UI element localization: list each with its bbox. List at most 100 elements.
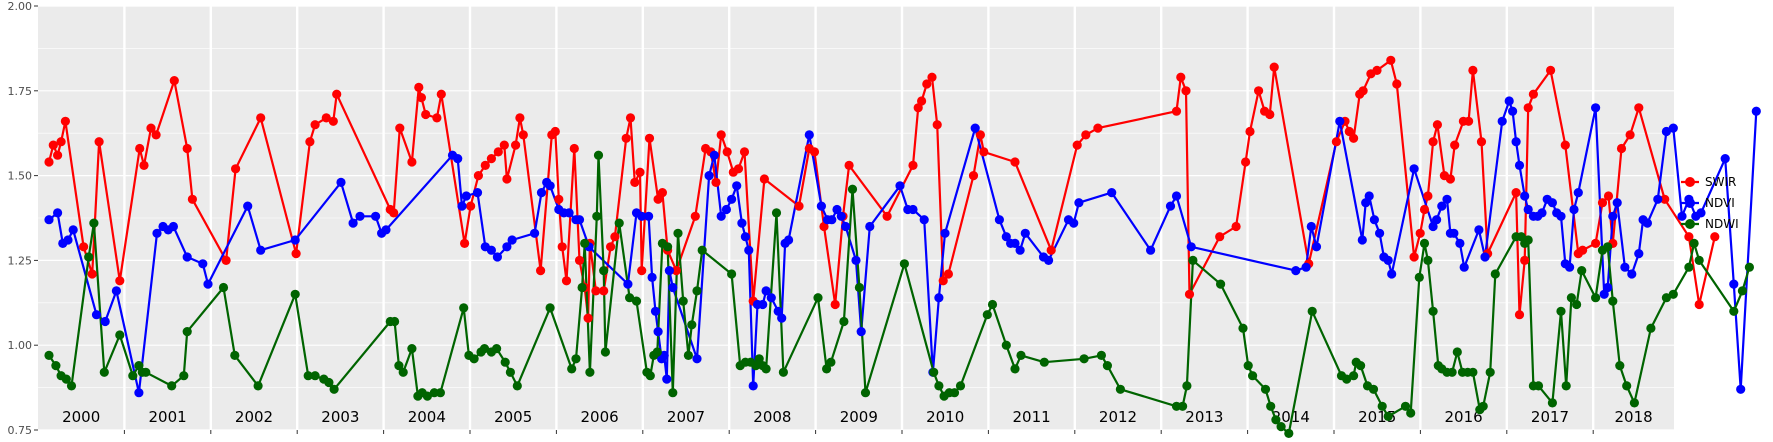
data-point-ndwi	[1307, 306, 1317, 316]
data-point-ndvi	[453, 154, 463, 164]
data-point-ndvi	[727, 194, 737, 204]
data-point-ndwi	[683, 350, 694, 360]
data-point-swir	[1344, 126, 1354, 137]
data-point-ndwi	[614, 218, 624, 228]
data-point-ndwi	[44, 350, 54, 360]
year-label: 2001	[149, 408, 187, 426]
data-point-swir	[151, 130, 161, 140]
data-point-swir	[653, 194, 663, 204]
data-point-ndwi	[822, 364, 832, 374]
data-point-ndvi	[841, 221, 851, 232]
data-point-ndwi	[1349, 371, 1359, 381]
data-point-swir	[473, 171, 483, 181]
data-point-ndvi	[355, 211, 365, 221]
data-point-swir	[630, 177, 640, 187]
data-point-ndvi	[704, 171, 714, 181]
data-point-ndvi	[970, 123, 980, 133]
data-point-swir	[908, 160, 918, 170]
data-point-swir	[187, 194, 197, 204]
data-point-ndvi	[766, 293, 776, 303]
data-point-swir	[1528, 89, 1538, 99]
data-point-ndvi	[348, 218, 358, 228]
data-point-swir	[690, 211, 700, 221]
y-tick-label: 0.75	[8, 424, 33, 437]
data-point-swir	[1269, 62, 1279, 72]
data-point-ndwi	[599, 266, 609, 276]
data-point-ndvi	[152, 228, 162, 238]
data-point-ndwi	[310, 371, 320, 381]
data-point-swir	[499, 140, 509, 150]
data-point-swir	[1597, 198, 1608, 208]
data-point-ndwi	[949, 388, 960, 398]
data-point-ndvi	[1335, 116, 1345, 126]
data-point-swir	[1423, 191, 1433, 201]
data-point-ndvi	[44, 215, 54, 225]
data-point-ndvi	[1459, 262, 1469, 272]
data-point-ndvi	[1608, 211, 1618, 221]
data-point-swir	[432, 113, 442, 123]
data-point-swir	[1511, 188, 1521, 198]
data-point-ndwi	[1452, 347, 1462, 357]
data-point-ndwi	[1547, 398, 1557, 408]
data-point-swir	[1468, 65, 1478, 75]
y-tick-label: 1.25	[8, 254, 33, 267]
data-point-ndwi	[663, 242, 673, 252]
data-point-ndwi	[545, 303, 555, 313]
data-point-swir	[1010, 157, 1020, 167]
data-point-ndwi	[390, 316, 400, 327]
legend-key-ndvi	[1685, 198, 1695, 208]
data-point-swir	[591, 286, 601, 296]
data-point-ndvi	[530, 228, 540, 238]
data-point-ndvi	[934, 293, 944, 303]
data-point-ndvi	[1508, 106, 1518, 116]
data-point-swir	[1358, 86, 1368, 96]
data-point-ndwi	[692, 286, 702, 296]
data-point-swir	[395, 123, 405, 133]
data-point-swir	[1331, 137, 1341, 147]
data-point-ndwi	[826, 357, 836, 367]
data-point-swir	[927, 72, 937, 82]
data-point-swir	[1392, 79, 1402, 89]
data-point-swir	[1476, 137, 1487, 147]
data-point-ndvi	[68, 225, 78, 235]
data-point-swir	[1231, 221, 1241, 232]
data-point-ndwi	[1216, 279, 1226, 289]
data-point-ndvi	[198, 259, 208, 269]
data-point-ndvi	[994, 215, 1005, 225]
data-point-ndwi	[645, 371, 655, 381]
data-point-swir	[975, 130, 986, 140]
data-point-ndwi	[1608, 296, 1618, 306]
y-tick-label: 1.50	[8, 170, 33, 183]
data-point-ndvi	[692, 354, 702, 364]
data-point-ndvi	[1520, 191, 1530, 201]
data-point-swir	[968, 171, 979, 181]
data-point-swir	[1546, 65, 1556, 75]
data-point-ndwi	[115, 330, 125, 340]
data-point-ndvi	[827, 215, 837, 225]
data-point-swir	[922, 79, 932, 89]
data-point-ndwi	[567, 364, 577, 374]
data-point-swir	[794, 201, 804, 211]
data-point-ndwi	[324, 377, 334, 388]
data-point-ndwi	[1478, 401, 1488, 411]
data-point-ndvi	[1556, 211, 1566, 221]
data-point-ndvi	[908, 204, 918, 215]
data-point-ndwi	[1694, 255, 1704, 265]
data-point-swir	[1241, 157, 1251, 167]
data-point-ndwi	[754, 354, 764, 364]
data-point-ndwi	[1603, 242, 1613, 252]
data-point-swir	[407, 157, 417, 167]
data-point-swir	[657, 188, 668, 198]
data-point-ndwi	[847, 184, 858, 194]
data-point-ndvi	[1442, 194, 1452, 204]
data-point-ndwi	[934, 381, 944, 391]
data-point-swir	[938, 276, 948, 286]
data-point-ndvi	[1449, 228, 1459, 238]
data-point-ndvi	[1357, 235, 1367, 245]
data-point-ndvi	[1547, 198, 1557, 208]
data-point-swir	[917, 96, 927, 106]
data-point-swir	[518, 130, 528, 140]
data-point-swir	[943, 269, 954, 279]
data-point-ndvi	[721, 204, 732, 215]
